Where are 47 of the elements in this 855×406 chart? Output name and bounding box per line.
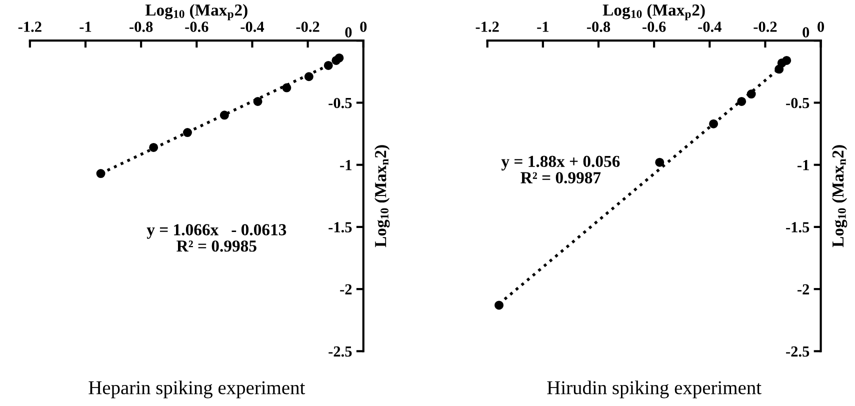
- y-tick-label: -1.5: [786, 222, 810, 232]
- x-tick-label: -0.8: [130, 22, 153, 32]
- annotation: y = 1.88x + 0.056 R² = 0.9987: [501, 156, 620, 184]
- x-tick-label: -0.6: [642, 22, 666, 32]
- point: [737, 96, 746, 106]
- point: [655, 158, 664, 167]
- point: [220, 110, 229, 120]
- point: [253, 96, 262, 106]
- x-tick-label: -0.6: [185, 22, 208, 32]
- point: [282, 83, 292, 92]
- y-tick-label: -2.5: [786, 346, 810, 357]
- x-axis-title: Log$_{10}$ (Max$_{p}$2): [145, 4, 248, 20]
- point: [709, 119, 718, 128]
- x-tick-label: -0.4: [240, 22, 264, 32]
- point: [182, 128, 192, 138]
- x-tick-label: -1: [537, 22, 548, 32]
- y-tick-label: -1: [340, 160, 352, 170]
- x-tick-label: 0: [818, 22, 824, 32]
- x-tick-label: -0.8: [586, 22, 610, 32]
- x-axis-title: Log$_{10}$ (Max$_{p}$2): [602, 4, 705, 20]
- text: Hirudin spiking experiment: [547, 380, 762, 398]
- x-tick-label: -0.4: [698, 22, 722, 32]
- y-tick-label: -2.5: [328, 346, 352, 357]
- point: [494, 300, 504, 310]
- point: [334, 53, 344, 62]
- y-tick-label: -0.5: [328, 98, 352, 108]
- point: [149, 142, 158, 152]
- point: [304, 72, 314, 82]
- annotation: y = 1.066x - 0.0613 R² = 0.9985: [146, 224, 286, 252]
- y-tick-label: -0.5: [786, 98, 810, 108]
- y-tick-label: -2: [798, 284, 810, 294]
- x-tick-label: -1: [80, 22, 92, 32]
- y-tick-label: -1: [798, 160, 809, 170]
- point: [96, 169, 106, 178]
- x-tick-label: -1.2: [18, 22, 42, 32]
- text: Heparin spiking experiment: [88, 380, 306, 398]
- y-tick-label: -2: [340, 284, 352, 294]
- point: [324, 60, 333, 70]
- y-axis-title: Log$_{10}$ (Max$_{n}$2): [374, 145, 390, 248]
- x-tick-label: -1.2: [476, 22, 499, 32]
- x-tick-label: -0.2: [754, 22, 777, 32]
- y-tick-label: -1.5: [328, 222, 352, 232]
- x-tick-label: -0.2: [296, 22, 320, 32]
- point: [782, 56, 792, 65]
- y-axis-title: Log$_{10}$ (Max$_{n}$2): [832, 145, 848, 248]
- point: [746, 90, 756, 99]
- x-tick-label: 0: [360, 22, 367, 32]
